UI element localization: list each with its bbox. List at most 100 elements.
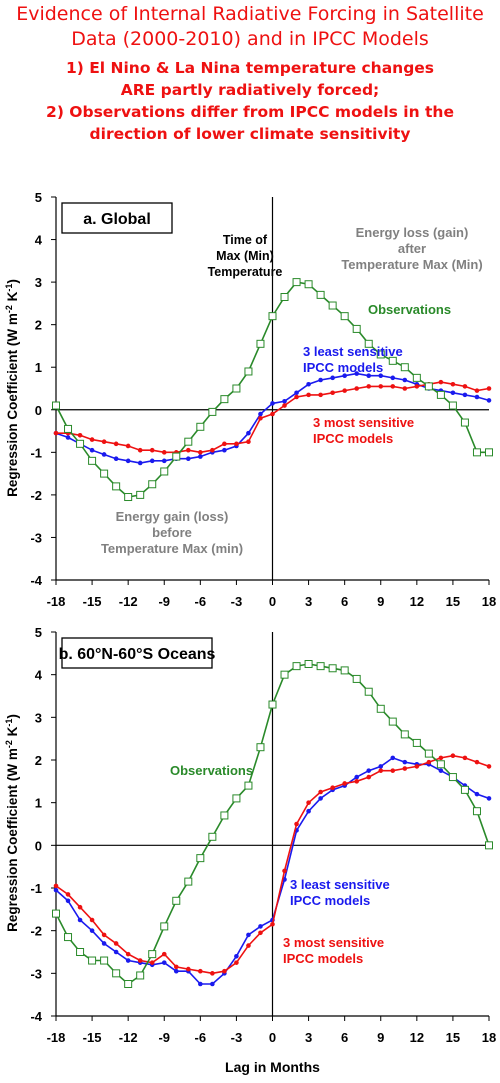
data-point [448,401,457,410]
data-point [196,854,205,863]
data-point [101,941,107,946]
y-tick-label: 1 [35,360,42,375]
data-point [306,392,311,398]
data-point [426,759,432,765]
data-point [474,394,480,400]
data-point [448,773,457,782]
data-point [88,456,97,465]
x-tick-label: 18 [482,1030,496,1045]
data-point [220,395,229,404]
series-most-sensitive [53,753,492,976]
data-point [65,898,71,904]
subtitle-line-4: direction of lower climate sensitivity [89,125,411,143]
data-point [124,493,133,502]
data-point [149,447,155,453]
data-point [438,755,444,761]
data-point [366,768,372,773]
data-point [52,401,60,410]
y-tick-label: 4 [35,668,43,683]
data-point [234,441,239,447]
data-point [366,774,372,780]
data-point [64,933,73,942]
data-point [486,764,492,769]
x-tick-label: 18 [482,594,496,609]
x-tick-label: 9 [377,1030,384,1045]
data-point [328,301,337,310]
data-point [258,415,263,421]
data-point [136,971,145,980]
data-point [88,956,97,965]
annotation-text: Observations [368,302,451,317]
annotation-text: 3 least sensitive [303,344,403,359]
data-point [172,896,181,905]
data-point [328,664,337,673]
annotation-text: Observations [170,763,253,778]
x-tick-label: 15 [446,1030,460,1045]
y-tick-label: 5 [35,190,42,205]
data-point [208,407,217,416]
data-point [77,904,83,910]
data-point [352,674,361,683]
x-tick-label: 9 [377,594,384,609]
data-point [172,452,181,461]
data-point [160,922,169,931]
main-title-line-2: Data (2000-2010) and in IPCC Models [71,28,429,50]
data-point [462,392,468,398]
data-point [173,968,179,974]
data-point [53,887,59,893]
data-point [268,312,277,321]
data-point [450,381,456,387]
data-point [378,768,384,773]
panel-label-box [61,637,213,669]
series-observations [52,660,493,988]
main-title-line-1: Evidence of Internal Radiative Forcing i… [16,3,484,25]
data-point [76,439,85,448]
data-point [282,403,287,408]
data-point [340,312,349,321]
data-point [198,968,203,974]
data-point [340,666,349,675]
annotation-text: IPCC models [290,893,370,908]
data-point [148,480,157,489]
data-point [378,373,384,379]
y-tick-label: -3 [30,966,42,981]
data-point [364,687,373,696]
data-point [474,791,480,797]
data-point [125,458,131,464]
data-point [186,456,191,462]
data-point [485,841,493,850]
x-tick-label: -15 [83,1030,102,1045]
data-point [125,951,131,957]
data-point [292,662,301,671]
data-point [342,388,347,393]
annotation-text: after [398,241,426,256]
data-point [222,447,227,453]
data-point [124,980,133,988]
data-point [256,743,265,752]
data-point [342,373,347,379]
data-point [474,388,480,393]
data-point [316,662,325,671]
data-point [414,384,420,389]
x-tick-label: -18 [47,1030,66,1045]
data-point [304,660,313,668]
data-point [280,293,289,302]
data-point [65,435,71,440]
data-point [376,350,385,359]
annotation-text: IPCC models [313,431,393,446]
data-point [318,392,323,398]
data-point [438,379,444,385]
data-point [161,458,167,464]
data-point [462,384,468,389]
y-tick-label: 4 [35,233,43,248]
data-point [208,832,217,841]
data-point [318,789,323,795]
data-point [89,917,95,923]
annotation-text: Max (Min) [216,249,274,263]
data-point [270,921,275,927]
data-point [76,948,85,956]
data-point [258,411,263,417]
data-point [306,381,311,387]
